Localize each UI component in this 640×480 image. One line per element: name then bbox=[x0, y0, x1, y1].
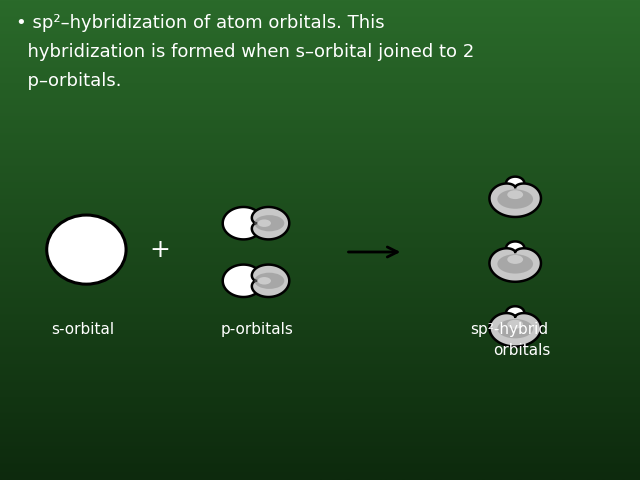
Polygon shape bbox=[223, 264, 260, 297]
Text: sp²-hybrid: sp²-hybrid bbox=[470, 322, 548, 336]
Polygon shape bbox=[252, 264, 289, 297]
Polygon shape bbox=[506, 177, 524, 189]
Polygon shape bbox=[506, 241, 524, 253]
Text: +: + bbox=[150, 238, 170, 262]
Text: s-orbital: s-orbital bbox=[51, 322, 115, 336]
Ellipse shape bbox=[497, 319, 533, 338]
Ellipse shape bbox=[497, 190, 533, 209]
Text: • sp²–hybridization of atom orbitals. This: • sp²–hybridization of atom orbitals. Th… bbox=[16, 14, 385, 33]
Polygon shape bbox=[506, 306, 524, 318]
Ellipse shape bbox=[47, 215, 126, 284]
Ellipse shape bbox=[497, 254, 533, 274]
Polygon shape bbox=[252, 207, 289, 240]
Ellipse shape bbox=[258, 277, 271, 285]
Polygon shape bbox=[490, 313, 541, 347]
Ellipse shape bbox=[508, 320, 523, 329]
Text: p–orbitals.: p–orbitals. bbox=[16, 72, 122, 90]
Ellipse shape bbox=[254, 273, 284, 289]
Ellipse shape bbox=[258, 219, 271, 227]
Text: p-orbitals: p-orbitals bbox=[221, 322, 294, 336]
Ellipse shape bbox=[254, 215, 284, 231]
Polygon shape bbox=[490, 248, 541, 282]
Text: orbitals: orbitals bbox=[493, 343, 550, 358]
Polygon shape bbox=[490, 183, 541, 217]
Text: hybridization is formed when s–orbital joined to 2: hybridization is formed when s–orbital j… bbox=[16, 43, 474, 61]
Ellipse shape bbox=[508, 255, 523, 264]
Polygon shape bbox=[223, 207, 260, 240]
Ellipse shape bbox=[508, 190, 523, 199]
